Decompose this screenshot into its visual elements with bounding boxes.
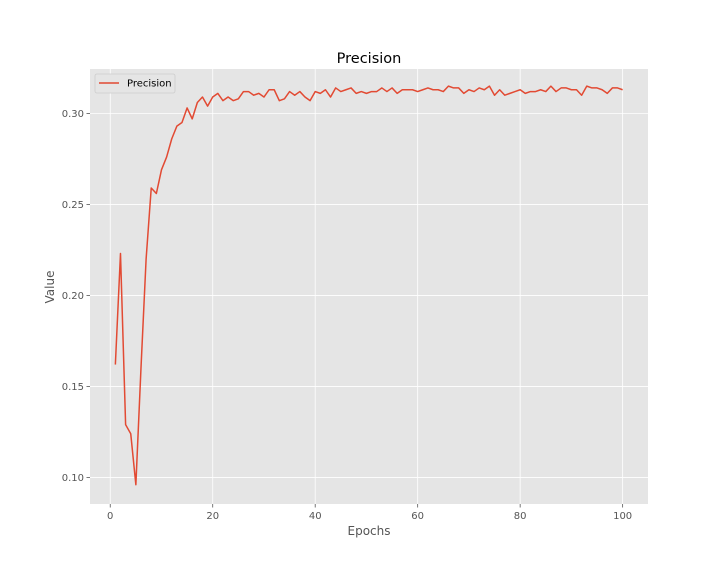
- y-tick-label: 0.30: [62, 109, 84, 120]
- series-layer: [114, 85, 623, 486]
- x-tick-label: 60: [411, 511, 424, 522]
- y-tick-label: 0.20: [62, 291, 84, 302]
- legend-label: Precision: [127, 79, 172, 90]
- y-tick-label: 0.10: [62, 473, 84, 484]
- grid: [90, 69, 648, 504]
- x-tick-label: 80: [514, 511, 527, 522]
- x-tick-label: 20: [206, 511, 219, 522]
- y-axis-label: Value: [43, 271, 57, 304]
- y-tick-label: 0.15: [62, 382, 84, 393]
- x-axis-ticks: 0 20 40 60 80 100: [107, 504, 632, 522]
- x-tick-label: 40: [309, 511, 322, 522]
- legend-box: [94, 73, 176, 94]
- x-tick-label: 100: [613, 511, 632, 522]
- x-axis-label: Epochs: [348, 524, 391, 538]
- y-tick-label: 0.25: [62, 200, 84, 211]
- x-tick-label: 0: [107, 511, 113, 522]
- chart-title: Precision: [337, 51, 402, 67]
- plot-background: [90, 69, 648, 504]
- legend: Precision: [94, 73, 176, 94]
- y-axis-ticks: 0.10 0.15 0.20 0.25 0.30: [62, 109, 90, 484]
- series-line-precision: [114, 85, 623, 486]
